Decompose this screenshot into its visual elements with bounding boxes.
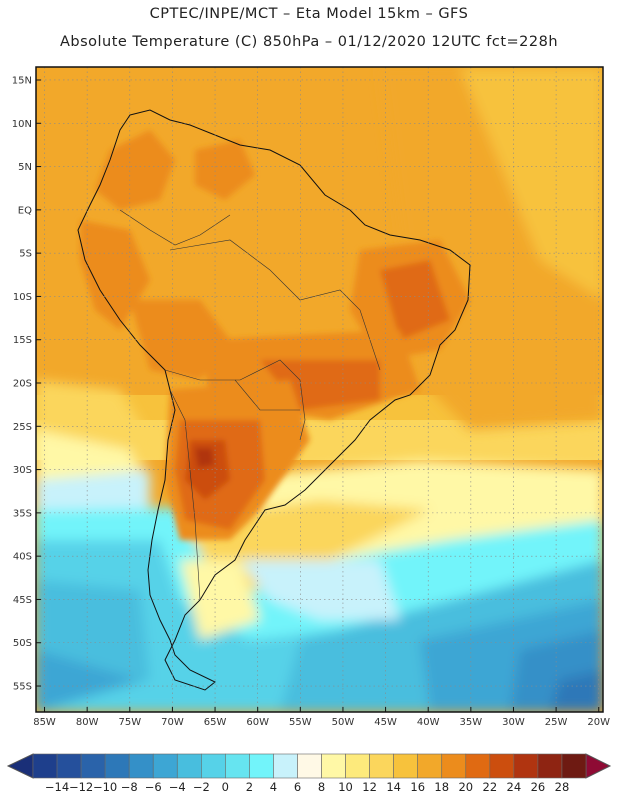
- colorbar-swatch: [417, 753, 443, 779]
- colorbar-swatch: [513, 753, 539, 779]
- lon-label: 75W: [118, 717, 141, 728]
- colorbar-min-arrow: [6, 753, 34, 779]
- colorbar-swatch: [489, 753, 515, 779]
- lon-label: 45W: [374, 717, 397, 728]
- colorbar-swatch: [465, 753, 491, 779]
- colorbar-swatch: [80, 753, 106, 779]
- colorbar-label: −14: [45, 780, 69, 794]
- colorbar-swatch: [561, 753, 587, 779]
- colorbar-swatch: [176, 753, 202, 779]
- colorbar-swatch: [321, 753, 346, 779]
- lat-label: EQ: [18, 205, 32, 216]
- colorbar-swatch: [441, 753, 467, 779]
- colorbar-swatch: [56, 753, 82, 779]
- colorbar-label: −12: [69, 780, 93, 794]
- colorbar-swatch: [201, 753, 226, 779]
- colorbar-label: 28: [555, 780, 570, 794]
- colorbar-label: 4: [270, 780, 277, 794]
- lat-label: 5S: [19, 249, 32, 260]
- colorbar-label: 6: [294, 780, 301, 794]
- lat-label: 35S: [13, 508, 32, 519]
- colorbar-swatch: [273, 753, 298, 779]
- colorbar-swatch: [128, 753, 154, 779]
- lon-label: 55W: [289, 717, 312, 728]
- country-borders: [119, 209, 381, 601]
- colorbar-label: 0: [222, 780, 229, 794]
- lon-label: 65W: [204, 717, 227, 728]
- colorbar-swatch: [249, 753, 274, 779]
- lat-label: 20S: [13, 379, 32, 390]
- colorbar-label: 10: [338, 780, 353, 794]
- colorbar-label: 24: [507, 780, 522, 794]
- lat-label: 5N: [18, 162, 32, 173]
- colorbar-label: 26: [531, 780, 546, 794]
- lat-label: 15N: [12, 75, 32, 86]
- lon-label: 80W: [76, 717, 99, 728]
- colorbar-label: −6: [145, 780, 162, 794]
- coastlines: [77, 109, 471, 691]
- lat-label: 55S: [13, 682, 32, 693]
- colorbar-swatch: [152, 753, 178, 779]
- lon-label: 20W: [587, 717, 610, 728]
- colorbar-label: −10: [93, 780, 117, 794]
- colorbar-label: 16: [410, 780, 425, 794]
- lat-label: 45S: [13, 595, 32, 606]
- longitude-axis: 85W 80W 75W 70W 65W 60W 55W 50W 45W 40W 35W 30W 25W 2…: [33, 707, 610, 728]
- colorbar-swatch: [104, 753, 130, 779]
- lon-label: 70W: [161, 717, 184, 728]
- colorbar-swatch: [225, 753, 250, 779]
- chart-title-line1: CPTEC/INPE/MCT – Eta Model 15km – GFS: [149, 6, 469, 22]
- map-frame: [35, 66, 604, 713]
- lat-label: 10S: [13, 292, 32, 303]
- lat-label: 50S: [13, 638, 32, 649]
- colorbar-label: −4: [169, 780, 186, 794]
- lat-label: 15S: [13, 335, 32, 346]
- colorbar-label: 2: [246, 780, 253, 794]
- colorbar-label: 12: [362, 780, 377, 794]
- lon-label: 60W: [246, 717, 269, 728]
- colorbar-label: 20: [458, 780, 473, 794]
- colorbar-max-arrow: [585, 753, 612, 779]
- colorbar-swatch: [297, 753, 322, 779]
- colorbar-label: −8: [121, 780, 138, 794]
- lat-label: 30S: [13, 465, 32, 476]
- colorbar-swatch: [32, 753, 58, 779]
- lon-label: 25W: [545, 717, 568, 728]
- lat-label: 10N: [12, 119, 32, 130]
- gridlines: [36, 67, 603, 712]
- latitude-axis: 15N 10N 5N EQ 5S 10S 15S 20S 25S 30S 35S 40S 45S 50S 5…: [12, 75, 41, 693]
- lat-label: 40S: [13, 552, 32, 563]
- colorbar-swatch: [369, 753, 394, 779]
- colorbar-swatch: [345, 753, 370, 779]
- colorbar-swatch: [393, 753, 418, 779]
- lon-label: 40W: [417, 717, 440, 728]
- lat-label: 25S: [13, 422, 32, 433]
- colorbar-swatch: [537, 753, 563, 779]
- colorbar-label: −2: [193, 780, 210, 794]
- temperature-field: [36, 67, 603, 712]
- lon-label: 30W: [502, 717, 525, 728]
- colorbar-label: 8: [318, 780, 325, 794]
- colorbar-label: 14: [386, 780, 401, 794]
- colorbar-label: 18: [434, 780, 449, 794]
- lon-label: 85W: [33, 717, 56, 728]
- colorbar-label: 22: [483, 780, 498, 794]
- chart-title-line2: Absolute Temperature (C) 850hPa – 01/12/…: [59, 34, 559, 50]
- colorbar: −14 −12 −10 −8 −6 −4 −2 0 2 4 6 8 10 12 14 16 18 20 22 24 26…: [6, 753, 612, 794]
- lon-label: 35W: [460, 717, 483, 728]
- lon-label: 50W: [332, 717, 355, 728]
